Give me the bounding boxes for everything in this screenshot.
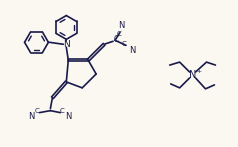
Text: N: N xyxy=(28,112,35,121)
Text: C: C xyxy=(35,108,40,114)
Text: +: + xyxy=(197,69,202,74)
Text: N: N xyxy=(65,112,71,121)
Text: C: C xyxy=(117,31,121,37)
Text: C: C xyxy=(122,41,126,47)
Text: C: C xyxy=(60,108,65,114)
Text: N: N xyxy=(118,21,124,30)
Text: N: N xyxy=(189,70,196,80)
Text: C: C xyxy=(113,35,119,44)
Text: N: N xyxy=(129,46,135,55)
Text: N: N xyxy=(63,40,70,49)
